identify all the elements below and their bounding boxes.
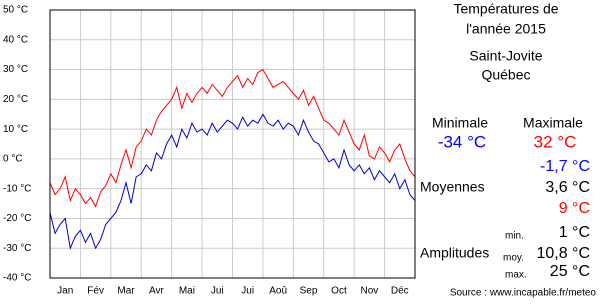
value: 9 °C	[559, 200, 590, 217]
x-tick-label: Jui	[211, 286, 224, 297]
label: max.	[505, 270, 527, 281]
x-tick-label: Jan	[57, 286, 73, 297]
label: Maximale	[523, 115, 583, 131]
series-line	[49, 68, 416, 208]
place: Québec	[481, 67, 530, 83]
y-tick-label: 10 °C	[3, 124, 28, 135]
value: 3,6 °C	[545, 179, 590, 196]
value: 1 °C	[559, 224, 590, 241]
y-tick-label: -40 °C	[3, 273, 31, 284]
info-panel: Températures de l'année 2015 Saint-Jovit…	[420, 1, 596, 299]
value: -1,7 °C	[540, 158, 590, 175]
y-tick-label: 20 °C	[3, 94, 28, 105]
y-tick-label: 50 °C	[3, 5, 28, 16]
label: Moyennes	[420, 179, 485, 195]
x-tick-label: Oct	[331, 286, 347, 297]
label: Amplitudes	[420, 245, 489, 261]
y-tick-label: -30 °C	[3, 243, 31, 254]
x-tick-label: Sep	[300, 286, 318, 297]
title: l'année 2015	[466, 21, 546, 37]
series-line	[49, 113, 416, 250]
x-tick-label: Déc	[391, 286, 409, 297]
value: -34 °C	[438, 132, 486, 151]
label: Minimale	[432, 115, 488, 131]
y-tick-label: 0 °C	[3, 154, 23, 165]
title: Températures de	[453, 1, 558, 17]
y-tick-label: -20 °C	[3, 213, 31, 224]
x-tick-label: Jui	[241, 286, 254, 297]
x-tick-label: Mai	[179, 286, 195, 297]
x-tick-label: Fév	[87, 286, 104, 297]
value: 25 °C	[550, 263, 590, 280]
label: min.	[505, 231, 524, 242]
x-tick-label: Nov	[360, 286, 378, 297]
value: 32 °C	[534, 132, 577, 151]
label: moy.	[503, 253, 524, 264]
place: Saint-Jovite	[469, 48, 542, 64]
x-tick-label: Aoû	[269, 286, 287, 297]
x-tick-label: Mar	[117, 286, 135, 297]
source: Source : www.incapable.fr/meteo	[450, 288, 597, 299]
y-tick-label: -10 °C	[3, 183, 31, 194]
y-tick-label: 40 °C	[3, 34, 28, 45]
y-tick-label: 30 °C	[3, 64, 28, 75]
value: 10,8 °C	[536, 245, 590, 262]
x-tick-label: Avr	[149, 286, 164, 297]
plot-frame	[49, 9, 416, 279]
